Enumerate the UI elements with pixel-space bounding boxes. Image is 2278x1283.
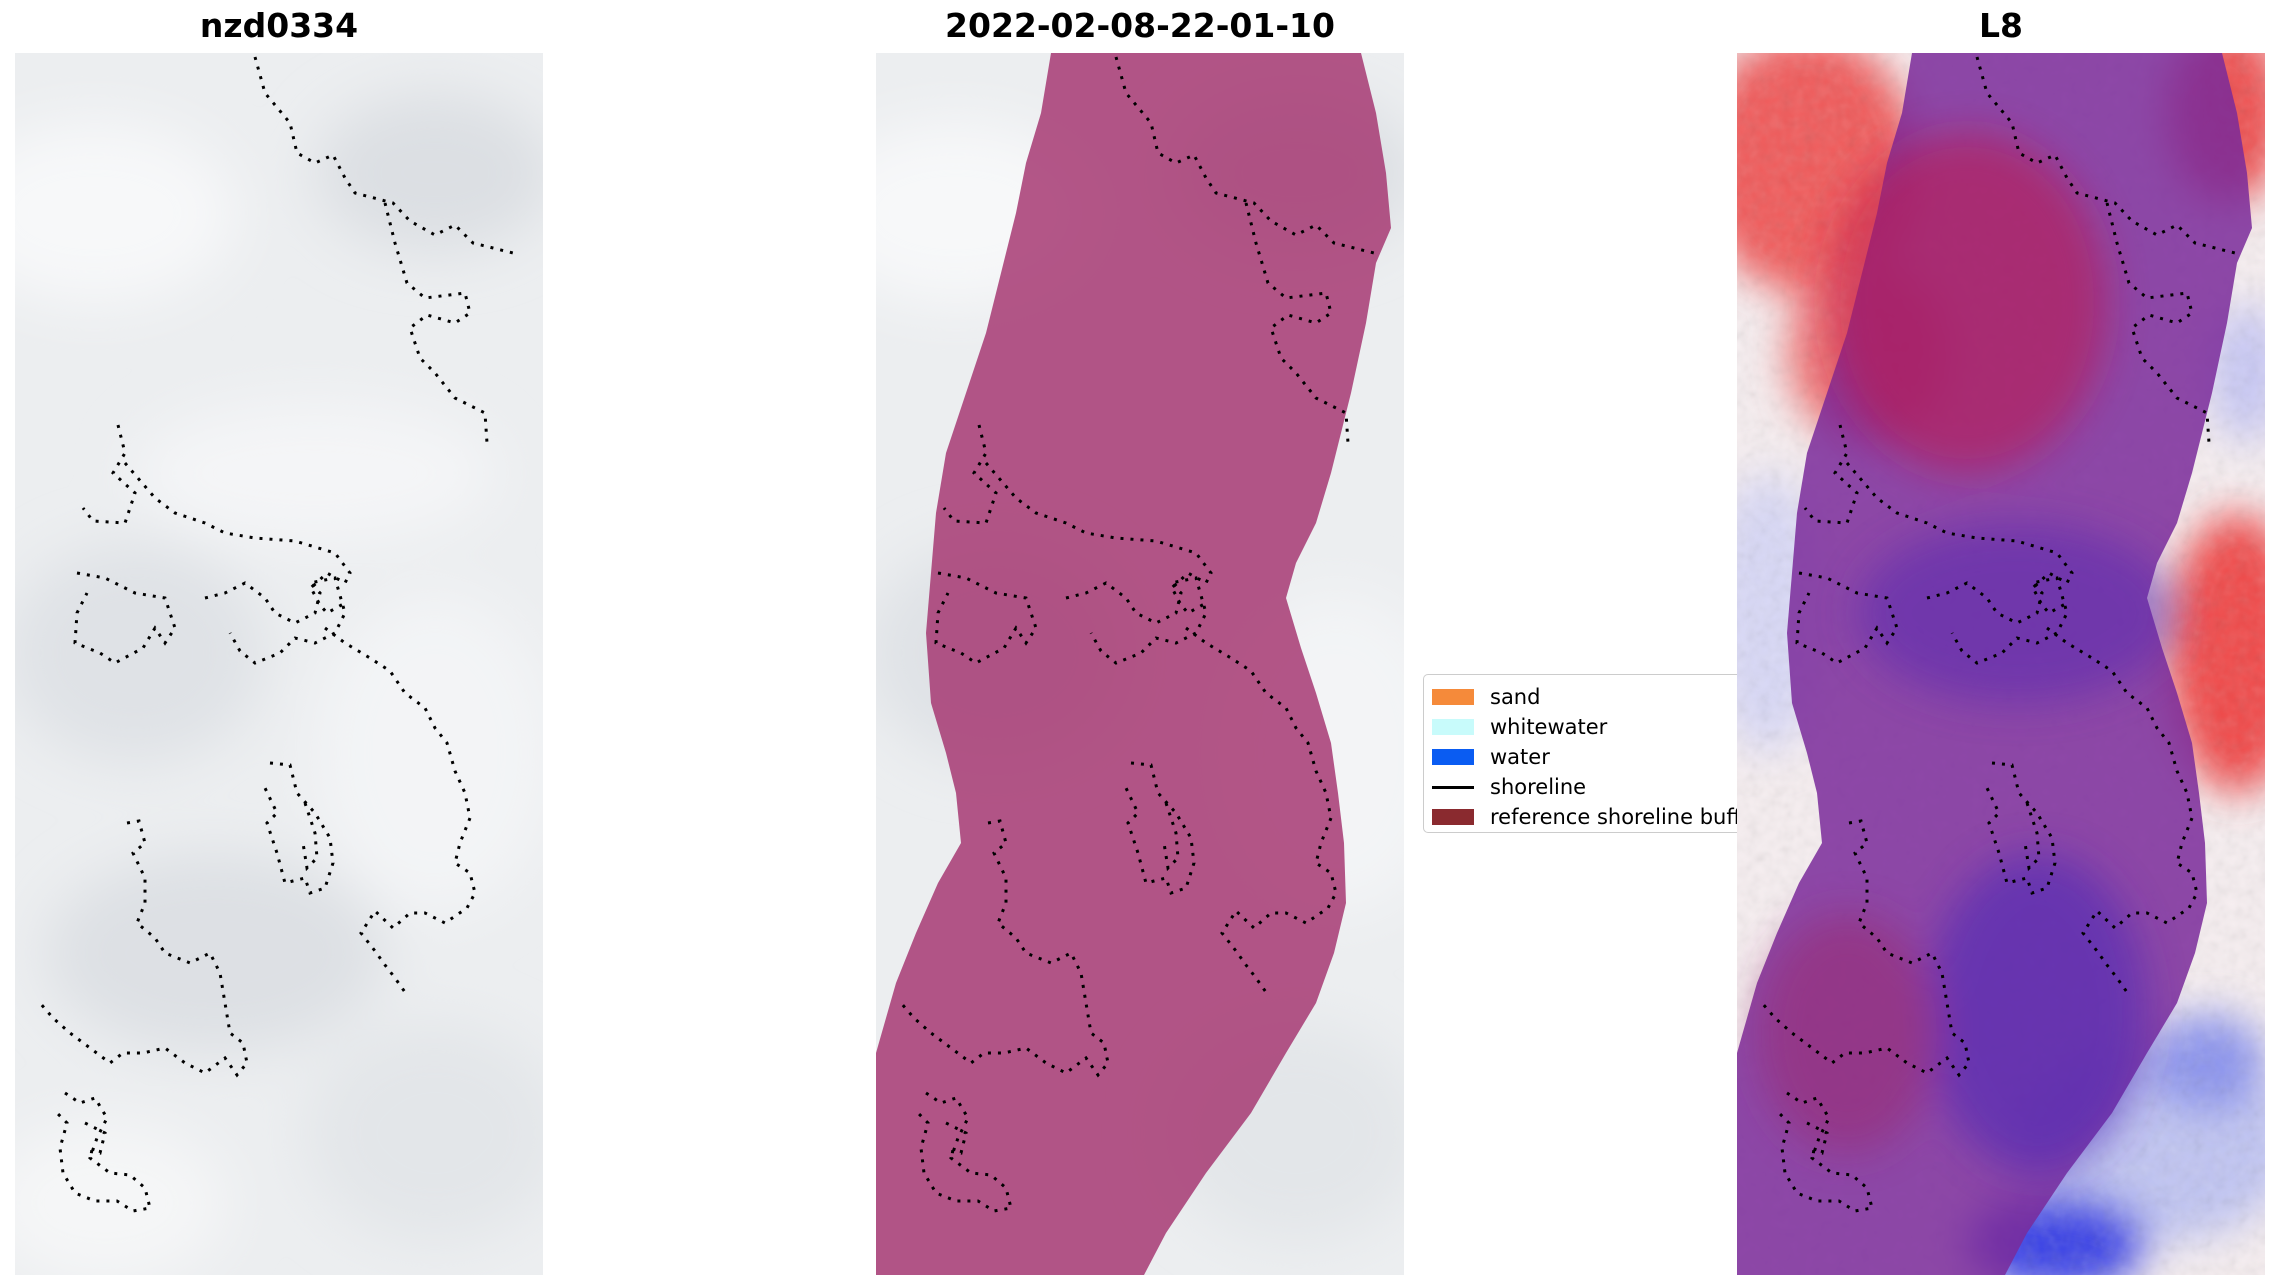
legend-label-whitewater: whitewater: [1490, 715, 1608, 739]
reference-buffer-overlay: [876, 53, 1391, 1275]
classified-image: [876, 53, 1404, 1275]
shoreline-dotted-classified: [899, 56, 1375, 1213]
legend-label-sand: sand: [1490, 685, 1541, 709]
legend-item-reference-buffer: reference shoreline buffer: [1432, 803, 1741, 831]
rgb-image: [15, 53, 543, 1275]
legend-label-water: water: [1490, 745, 1550, 769]
legend-item-shoreline: shoreline: [1432, 773, 1586, 801]
legend-item-water: water: [1432, 743, 1550, 771]
shoreline-dotted-index: [1760, 56, 2236, 1213]
legend-item-whitewater: whitewater: [1432, 713, 1607, 741]
panel-title-index: L8: [1979, 6, 2023, 45]
classified-image-panel: [876, 53, 1404, 1275]
legend: sand whitewater water shoreline referenc…: [1423, 674, 1741, 833]
legend-label-reference-buffer: reference shoreline buffer: [1490, 805, 1741, 829]
legend-swatch-whitewater: [1432, 719, 1474, 735]
index-image: [1737, 53, 2265, 1275]
panel-title-classified: 2022-02-08-22-01-10: [945, 6, 1335, 45]
index-image-panel: [1737, 53, 2265, 1275]
legend-item-sand: sand: [1432, 683, 1540, 711]
legend-line-shoreline: [1432, 785, 1474, 789]
legend-label-shoreline: shoreline: [1490, 775, 1587, 799]
shoreline-dotted: [38, 56, 514, 1213]
legend-swatch-reference-buffer: [1432, 809, 1474, 825]
rgb-image-panel: [15, 53, 543, 1275]
legend-swatch-water: [1432, 749, 1474, 765]
panel-title-rgb: nzd0334: [199, 6, 359, 45]
legend-swatch-sand: [1432, 689, 1474, 705]
